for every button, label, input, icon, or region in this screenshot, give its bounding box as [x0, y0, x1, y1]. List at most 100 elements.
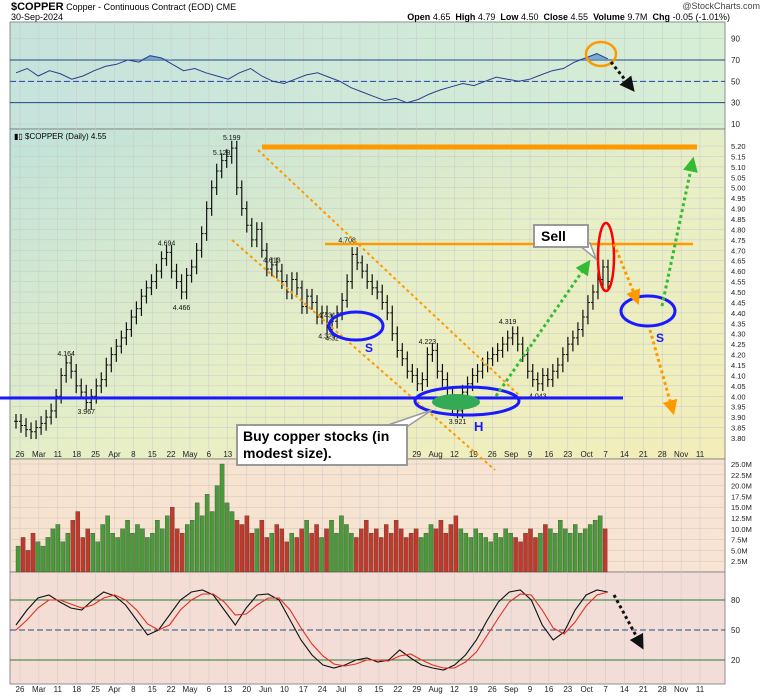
x-tick-label-price: 13 — [223, 450, 232, 459]
volume-bar — [602, 528, 608, 573]
volume-bar — [374, 528, 379, 573]
low-label: Low — [500, 12, 519, 22]
ohlc-line: Open 4.65 High 4.79 Low 4.50 Close 4.55 … — [407, 12, 730, 22]
x-tick-label-price: 11 — [54, 450, 63, 459]
volume-bar — [50, 528, 56, 573]
volume-y-tick-label: 25.0M — [731, 460, 752, 469]
x-tick-label-price: 16 — [544, 450, 553, 459]
x-tick-label-bottom: 17 — [299, 685, 308, 694]
x-tick-label-bottom: 29 — [412, 685, 421, 694]
volume-y-tick-label: 10.0M — [731, 525, 752, 534]
volume-bar — [55, 524, 61, 573]
price-value-label: 5.128 — [213, 150, 231, 157]
volume-bar — [438, 520, 444, 573]
x-tick-label-bottom: Apr — [108, 685, 121, 694]
volume-bar — [70, 520, 76, 573]
volume-bar — [175, 528, 180, 573]
price-y-tick-label: 4.20 — [731, 351, 746, 360]
volume-bar — [105, 515, 110, 573]
chg-label: Chg — [652, 12, 670, 22]
x-tick-label-bottom: 8 — [131, 685, 136, 694]
s-label-right: S — [656, 331, 664, 345]
date: 30-Sep-2024 — [11, 12, 64, 22]
volume-bar — [274, 524, 280, 573]
x-tick-label-bottom: 20 — [242, 685, 251, 694]
x-tick-label-bottom: 11 — [696, 685, 705, 694]
volume-y-tick-label: 17.5M — [731, 492, 752, 501]
volume-bar — [483, 537, 488, 573]
volume-bar — [383, 524, 389, 573]
price-y-tick-label: 4.90 — [731, 205, 746, 214]
green-arrow-up-1 — [494, 259, 591, 397]
volume-bar — [558, 520, 563, 573]
volume-bar — [359, 528, 364, 573]
x-tick-label-price: 28 — [658, 450, 667, 459]
rsi-y-tick-label: 90 — [731, 35, 740, 44]
x-tick-label-price: Apr — [108, 450, 121, 459]
h-label: H — [474, 419, 483, 434]
sell-text: Sell — [541, 228, 566, 244]
volume-bar — [578, 532, 583, 573]
x-tick-label-bottom: Jun — [259, 685, 272, 694]
volume-bar — [498, 537, 503, 573]
price-y-tick-label: 4.80 — [731, 225, 746, 234]
price-y-tick-label: 3.85 — [731, 424, 746, 433]
volume-bar — [433, 528, 439, 573]
volume-bar — [597, 515, 603, 573]
volume-bar — [145, 537, 150, 573]
volume-bar — [543, 524, 548, 573]
price-y-tick-label: 4.50 — [731, 288, 746, 297]
volume-bar — [508, 532, 513, 573]
volume-bar — [30, 532, 36, 573]
x-tick-label-price: 18 — [72, 450, 81, 459]
x-tick-label-bottom: 10 — [280, 685, 289, 694]
orange-arrow-down-1 — [612, 243, 641, 305]
open-label: Open — [407, 12, 431, 22]
stochastic-y-tick-label: 20 — [731, 656, 740, 665]
price-value-label: 4.32 — [325, 336, 339, 343]
buy-text: Buy copper stocks (in modest size). — [243, 428, 390, 461]
rsi-layer — [10, 53, 725, 104]
stochastic-y-tick-label: 80 — [731, 596, 740, 605]
volume-bar — [120, 528, 125, 573]
volume-bar — [150, 532, 155, 573]
x-tick-label-bottom: 7 — [603, 685, 608, 694]
x-tick-label-bottom: Mar — [32, 685, 46, 694]
x-tick-label-bottom: 26 — [16, 685, 25, 694]
price-value-label: 3.967 — [77, 409, 95, 416]
volume-bar — [254, 528, 260, 573]
head-ellipse — [413, 385, 521, 417]
volume-bar — [65, 532, 71, 573]
x-tick-label-price: Sep — [504, 450, 519, 459]
volume-bar — [204, 494, 210, 573]
volume-bar — [130, 532, 135, 573]
volume-bar — [393, 520, 399, 573]
x-tick-label-price: 9 — [528, 450, 533, 459]
black-arrow-rsi — [609, 61, 635, 92]
volume-bar — [408, 532, 414, 573]
x-tick-label-bottom: 14 — [620, 685, 629, 694]
volume-bar — [349, 532, 354, 573]
volume-y-tick-label: 20.0M — [731, 482, 752, 491]
volume-bar — [125, 520, 130, 573]
x-tick-label-price: Nov — [674, 450, 688, 459]
x-tick-label-bottom: Sep — [504, 685, 519, 694]
x-tick-label-price: Mar — [32, 450, 46, 459]
volume-bar — [528, 528, 533, 573]
x-tick-label-price: 7 — [603, 450, 608, 459]
volume-bar — [294, 537, 299, 573]
volume-bar — [184, 524, 190, 573]
x-tick-label-bottom: 9 — [528, 685, 533, 694]
price-y-tick-label: 4.35 — [731, 319, 746, 328]
x-tick-label-bottom: 13 — [223, 685, 232, 694]
watermark[interactable]: @StockCharts.com — [682, 1, 760, 11]
volume-bar — [115, 537, 120, 573]
volume-bar — [229, 511, 235, 573]
volume-bar — [518, 541, 523, 573]
stochastic-y-tick-label: 50 — [731, 626, 740, 635]
price-value-label: 4.431 — [318, 312, 336, 319]
volume-bar — [214, 485, 220, 573]
price-y-tick-label: 4.05 — [731, 382, 746, 391]
volume-bar — [379, 537, 384, 573]
